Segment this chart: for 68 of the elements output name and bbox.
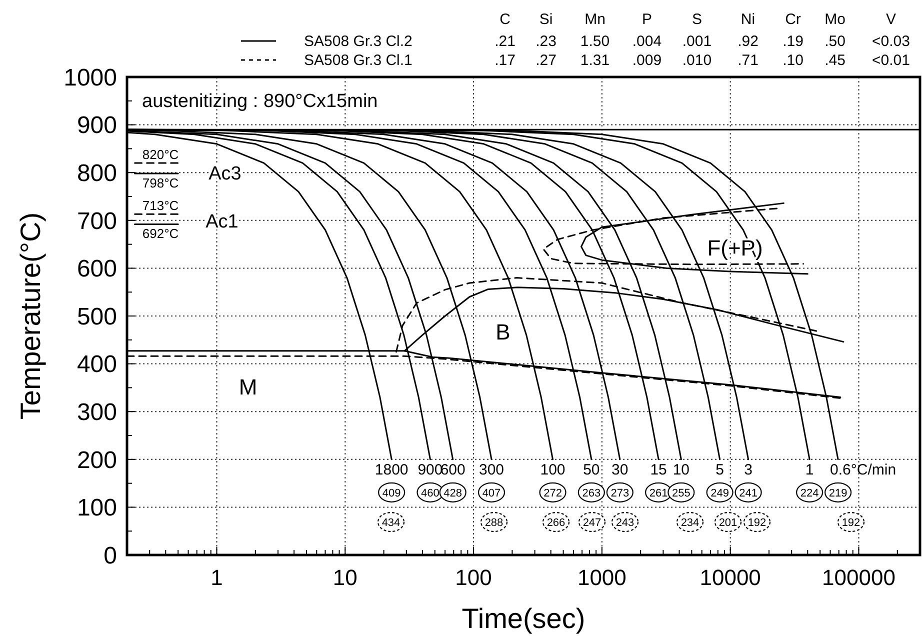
y-tick-label: 100 <box>76 494 117 522</box>
annotation: 201 <box>718 516 738 529</box>
annotation: 247 <box>582 516 602 529</box>
y-tick-label: 600 <box>76 256 117 283</box>
annotation: 192 <box>842 516 860 529</box>
y-tick-label: 300 <box>76 399 117 426</box>
annotation: M <box>238 374 258 400</box>
text: .17 .27 1.31 .009 .010 .71 .10 .45 <0.01 <box>494 52 910 69</box>
annotation: 50 <box>583 462 600 479</box>
y-tick-label: 900 <box>76 112 117 140</box>
annotation: 900 <box>418 462 443 479</box>
annotation: 798°C <box>142 176 179 191</box>
legend-label: SA508 Gr.3 Cl.2 <box>304 33 412 50</box>
y-tick-label: 500 <box>76 303 117 330</box>
annotation: 0.6°C/min <box>830 462 896 479</box>
x-tick-label: 100000 <box>822 565 896 590</box>
annotation: 460 <box>421 487 440 500</box>
annotation: 249 <box>710 487 729 500</box>
annotation: 5 <box>716 462 724 479</box>
annotation: 241 <box>739 487 758 500</box>
y-tick-label: 0 <box>104 542 117 570</box>
annotation: 428 <box>444 487 462 500</box>
text: .21 .23 1.50 .004 .001 .92 .19 .50 <0.03 <box>494 33 910 50</box>
annotation: 300 <box>478 462 504 479</box>
annotation: 266 <box>546 516 566 529</box>
legend-label: SA508 Gr.3 Cl.1 <box>304 52 412 69</box>
annotation: B <box>496 320 510 345</box>
annotation: 713°C <box>142 198 179 214</box>
x-tick-label: 1000 <box>577 565 626 590</box>
text: C Si Mn P S Ni Cr Mo V <box>500 11 896 28</box>
annotation: 192 <box>748 516 766 529</box>
y-tick-label: 800 <box>76 160 117 187</box>
annotation: austenitizing : 890°Cx15min <box>142 91 378 112</box>
x-axis-title: Time(sec) <box>462 603 586 634</box>
annotation: Ac3 <box>208 164 242 185</box>
x-tick-label: 1 <box>210 565 223 590</box>
annotation: 3 <box>744 462 752 479</box>
x-tick-label: 10000 <box>700 565 761 590</box>
annotation: 255 <box>672 487 690 500</box>
y-tick-label: 200 <box>76 446 117 474</box>
annotation: 288 <box>484 516 504 529</box>
annotation: 434 <box>382 516 400 529</box>
annotation: 263 <box>582 487 601 500</box>
annotation: 273 <box>610 487 630 500</box>
y-tick-label: 700 <box>76 208 117 235</box>
x-tick-label: 10 <box>332 565 358 590</box>
annotation: 30 <box>612 462 628 479</box>
annotation: 234 <box>680 516 700 529</box>
y-axis-title: Temperature(°C) <box>15 212 46 420</box>
annotation: 692°C <box>142 226 179 242</box>
annotation: 261 <box>649 487 668 500</box>
annotation: 100 <box>540 462 566 479</box>
x-tick-label: 100 <box>455 565 492 590</box>
y-tick-label: 1000 <box>64 64 117 92</box>
annotation: 10 <box>672 462 690 479</box>
y-tick-label: 400 <box>76 351 117 378</box>
annotation: 272 <box>544 487 562 500</box>
annotation: Ac1 <box>206 212 238 233</box>
annotation: 224 <box>800 487 819 500</box>
annotation: 1 <box>805 462 814 479</box>
annotation: 409 <box>382 487 401 500</box>
annotation: 820°C <box>142 147 179 162</box>
annotation: 407 <box>482 487 501 500</box>
annotation: 1800 <box>374 462 408 479</box>
annotation: 243 <box>616 516 634 529</box>
annotation: 219 <box>828 487 848 500</box>
annotation: 15 <box>650 462 667 479</box>
annotation: 600 <box>440 462 466 479</box>
